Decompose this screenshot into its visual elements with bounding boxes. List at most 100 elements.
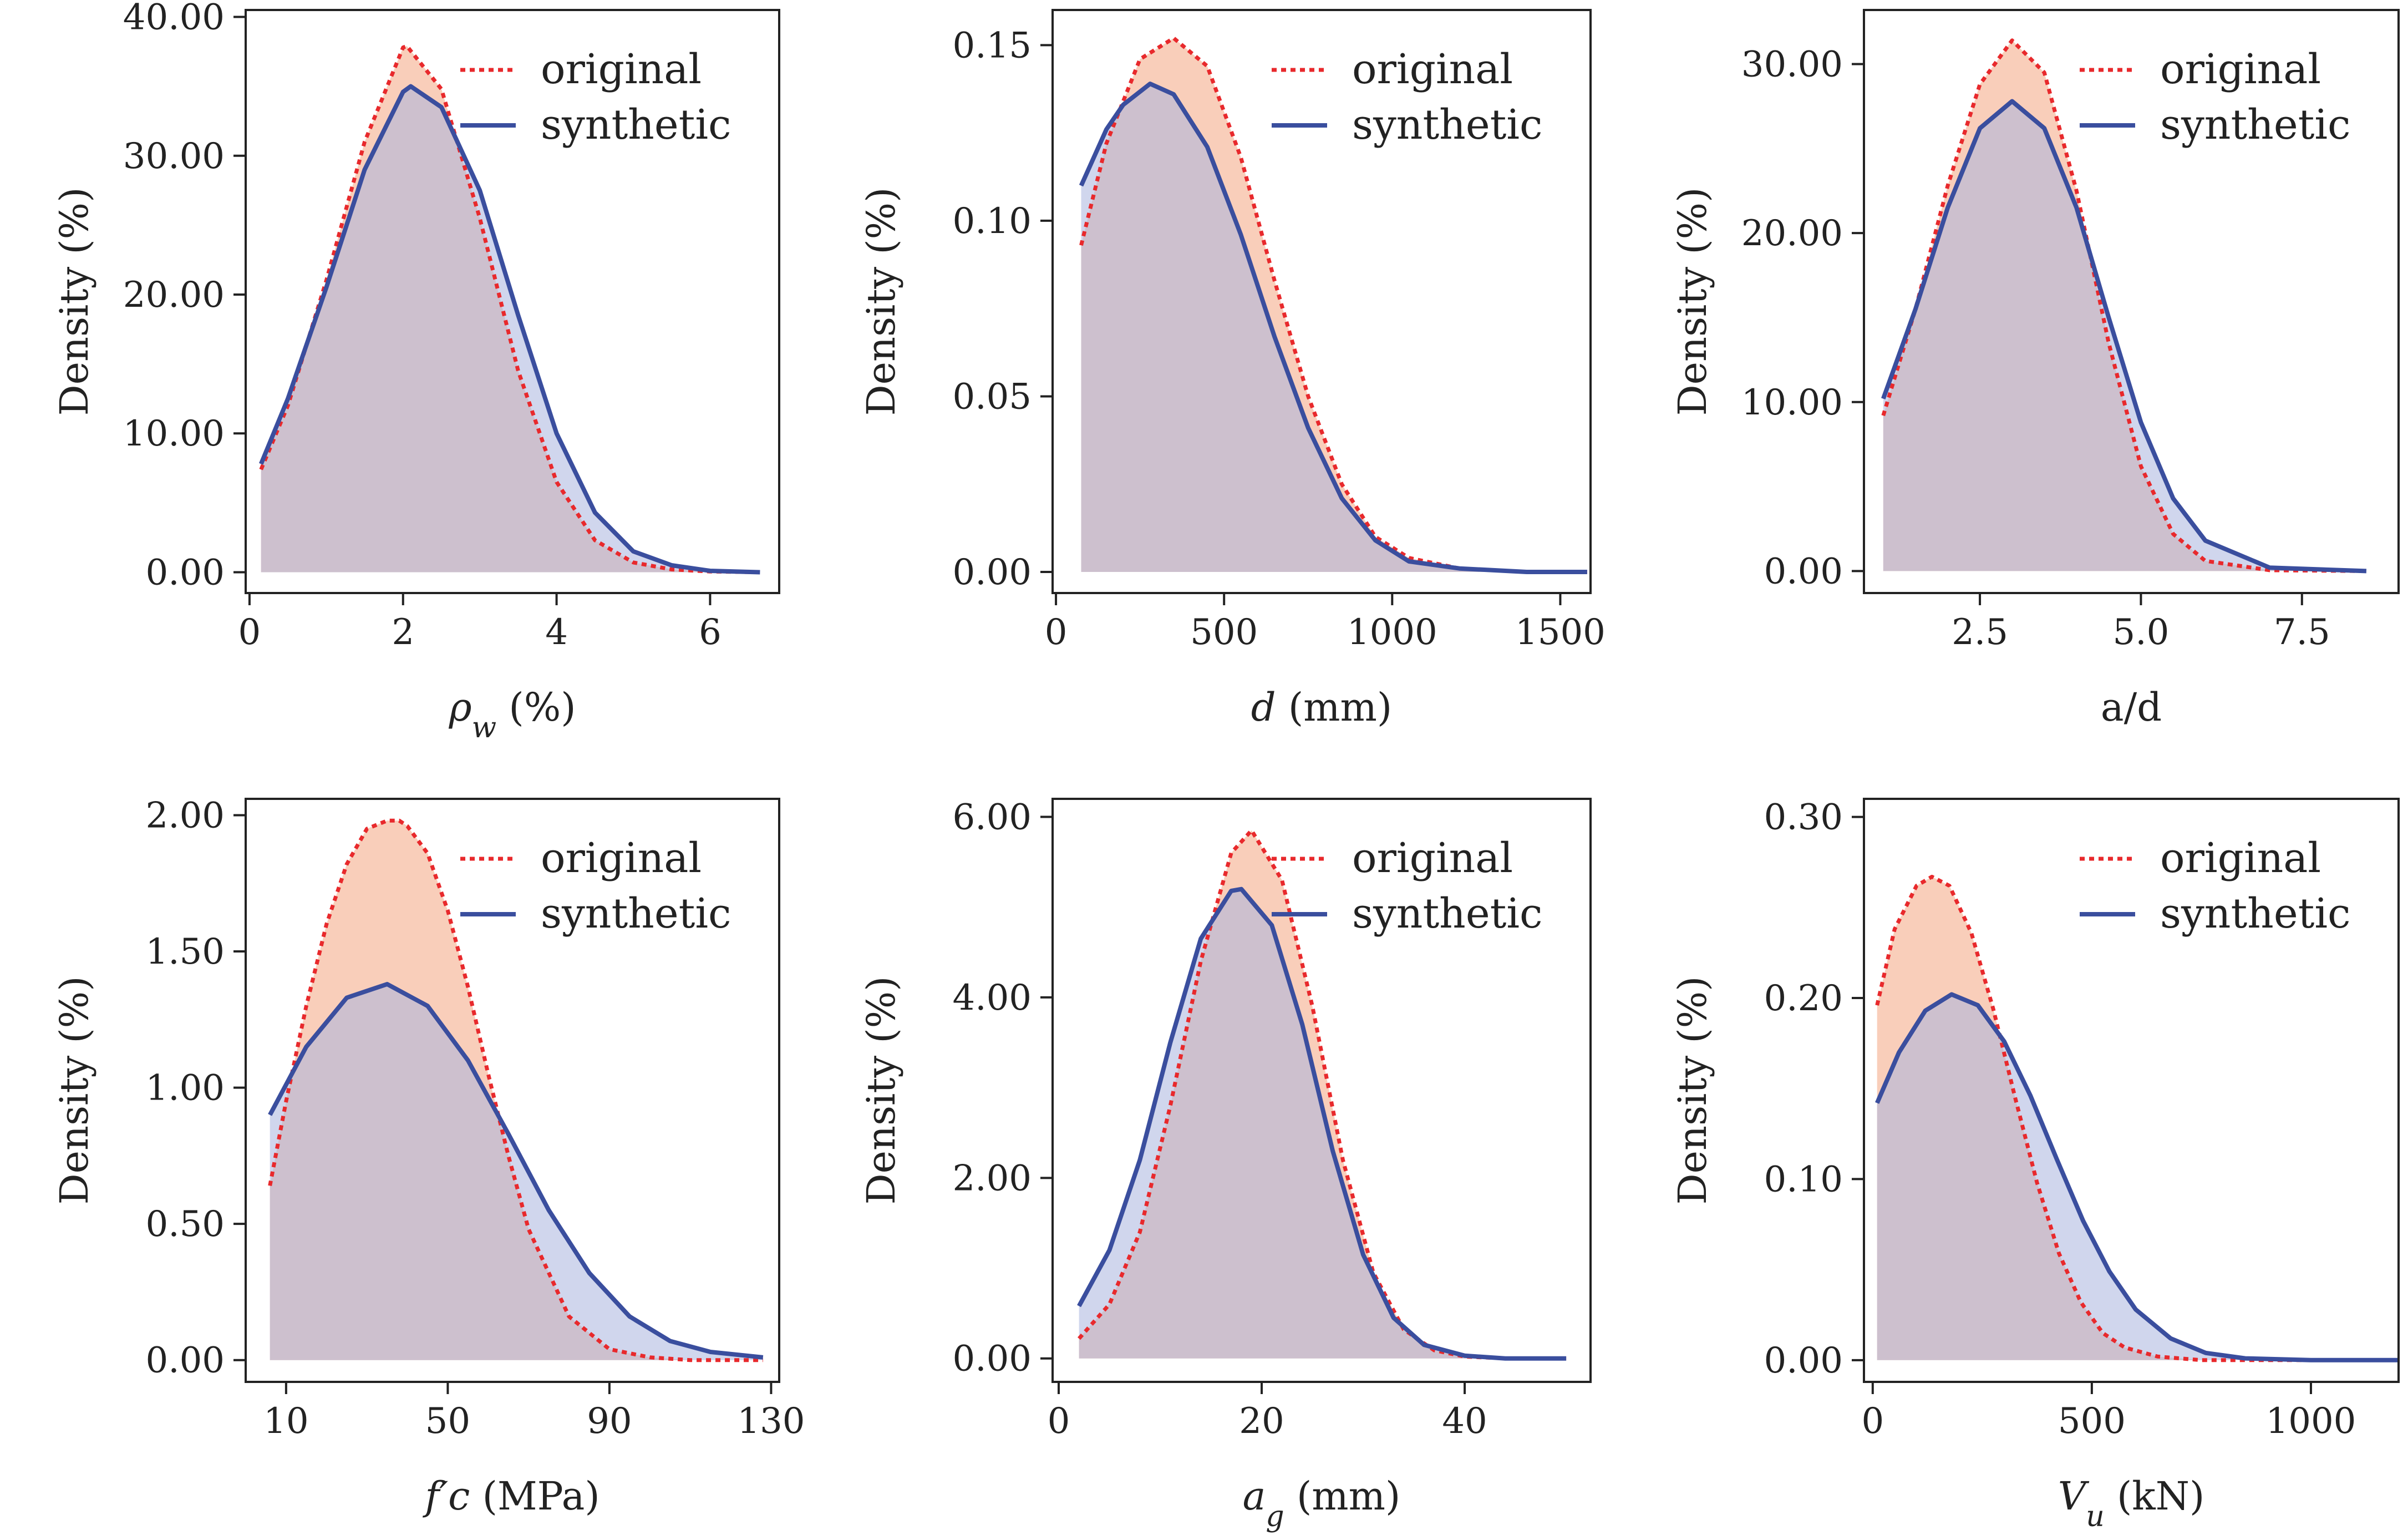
y-tick-label: 1.50 bbox=[146, 931, 225, 972]
y-tick-label: 0.20 bbox=[1764, 978, 1843, 1019]
synthetic-line-2 bbox=[1079, 82, 1587, 574]
x-tick-label: 130 bbox=[737, 1401, 805, 1442]
y-axis-label: Density (%) bbox=[858, 187, 904, 416]
legend-label-original: original bbox=[541, 834, 702, 882]
x-tick-label: 0 bbox=[238, 612, 261, 653]
x-tick-label: 20 bbox=[1239, 1401, 1284, 1442]
synthetic-area-4 bbox=[270, 984, 763, 1360]
synthetic-line-4 bbox=[268, 982, 764, 1360]
x-axis-label: ag (mm) bbox=[1243, 1473, 1401, 1533]
x-axis-label: f′c (MPa) bbox=[422, 1473, 600, 1519]
y-tick-label: 6.00 bbox=[953, 797, 1032, 838]
synthetic-line-6 bbox=[1875, 992, 2399, 1362]
synthetic-area-3 bbox=[1883, 101, 2366, 571]
x-axis-label: Vu (kN) bbox=[2058, 1473, 2205, 1533]
chart-panel-3: 2.5 5.0 7.5 0.00 10.00 20.00 30.00 a/d Density (… bbox=[1670, 9, 2400, 730]
x-tick-label: 0 bbox=[1045, 612, 1068, 653]
y-tick-label: 20.00 bbox=[1741, 213, 1843, 254]
x-axis-label: ρw (%) bbox=[448, 685, 576, 744]
legend-label-synthetic: synthetic bbox=[1352, 890, 1542, 938]
y-tick-label: 0.15 bbox=[953, 25, 1032, 66]
y-tick-label: 2.00 bbox=[953, 1158, 1032, 1199]
x-tick-label: 90 bbox=[587, 1401, 632, 1442]
legend-label-synthetic: synthetic bbox=[2160, 890, 2350, 938]
legend-label-original: original bbox=[1352, 834, 1513, 882]
y-tick-label: 30.00 bbox=[123, 136, 225, 177]
original-line-4 bbox=[268, 818, 763, 1362]
axes-frame-2 bbox=[1051, 9, 1592, 594]
y-tick-label: 0.30 bbox=[1764, 797, 1843, 838]
original-line-6 bbox=[1875, 874, 2399, 1362]
axes-frame-4 bbox=[245, 798, 780, 1383]
legend-label-synthetic: synthetic bbox=[541, 101, 731, 149]
x-tick-label: 5.0 bbox=[2113, 612, 2170, 653]
synthetic-line-5 bbox=[1077, 886, 1567, 1361]
synthetic-area-2 bbox=[1081, 84, 1587, 572]
y-axis-label: Density (%) bbox=[52, 187, 97, 416]
y-tick-label: 2.00 bbox=[146, 795, 225, 836]
y-tick-label: 0.00 bbox=[146, 552, 225, 593]
y-tick-label: 0.00 bbox=[146, 1340, 225, 1381]
y-tick-label: 10.00 bbox=[123, 413, 225, 454]
x-tick-label: 2.5 bbox=[1952, 612, 2008, 653]
y-axis-label: Density (%) bbox=[52, 976, 97, 1204]
synthetic-area-6 bbox=[1877, 994, 2399, 1360]
chart-panel-6: 0 500 1000 0.00 0.10 0.20 0.30 Vu (kN) Density (… bbox=[1670, 797, 2400, 1533]
x-tick-label: 500 bbox=[2058, 1401, 2126, 1442]
x-tick-label: 40 bbox=[1442, 1401, 1487, 1442]
y-tick-label: 0.00 bbox=[953, 552, 1032, 593]
x-tick-label: 50 bbox=[425, 1401, 470, 1442]
y-tick-label: 4.00 bbox=[953, 977, 1032, 1019]
y-tick-label: 0.00 bbox=[1764, 1340, 1843, 1381]
x-tick-label: 2 bbox=[392, 612, 414, 653]
synthetic-line-3 bbox=[1881, 99, 2367, 574]
y-tick-label: 10.00 bbox=[1741, 382, 1843, 423]
y-tick-label: 0.10 bbox=[953, 201, 1032, 242]
y-tick-label: 1.00 bbox=[146, 1068, 225, 1109]
chart-panel-1: 0 2 4 6 0.00 10.00 20.00 30.00 40.00 ρw (%) Densit… bbox=[52, 0, 780, 744]
y-axis-label: Density (%) bbox=[1670, 976, 1715, 1204]
y-tick-label: 0.00 bbox=[1764, 551, 1843, 592]
x-tick-label: 6 bbox=[699, 612, 722, 653]
synthetic-area-1 bbox=[261, 86, 760, 573]
y-tick-label: 0.05 bbox=[953, 376, 1032, 417]
x-tick-label: 4 bbox=[545, 612, 568, 653]
x-tick-label: 0 bbox=[1861, 1401, 1884, 1442]
y-axis-label: Density (%) bbox=[858, 976, 904, 1204]
x-tick-label: 10 bbox=[263, 1401, 308, 1442]
y-tick-label: 40.00 bbox=[123, 0, 225, 38]
y-tick-label: 0.10 bbox=[1764, 1159, 1843, 1200]
axes-frame-1 bbox=[245, 9, 780, 594]
x-tick-label: 500 bbox=[1190, 612, 1258, 653]
x-tick-label: 1000 bbox=[1347, 612, 1437, 653]
y-tick-label: 0.00 bbox=[953, 1339, 1032, 1380]
chart-panel-4: 10 50 90 130 0.00 0.50 1.00 1.50 2.00 f′c (MPa) De… bbox=[52, 795, 805, 1519]
original-line-2 bbox=[1079, 36, 1587, 574]
x-tick-label: 1500 bbox=[1515, 612, 1606, 653]
x-tick-label: 1000 bbox=[2266, 1401, 2356, 1442]
legend-label-synthetic: synthetic bbox=[1352, 101, 1542, 149]
legend-label-original: original bbox=[1352, 45, 1513, 93]
synthetic-line-1 bbox=[259, 84, 760, 575]
original-line-3 bbox=[1881, 38, 2366, 573]
axes-frame-3 bbox=[1863, 9, 2400, 594]
axes-frame-6 bbox=[1863, 798, 2400, 1383]
axes-frame-5 bbox=[1051, 798, 1592, 1383]
y-tick-label: 30.00 bbox=[1741, 44, 1843, 85]
x-axis-label: a/d bbox=[2101, 685, 2162, 730]
y-axis-label: Density (%) bbox=[1670, 187, 1715, 416]
x-axis-label: d (mm) bbox=[1251, 685, 1392, 730]
legend-label-synthetic: synthetic bbox=[541, 890, 731, 938]
legend-label-synthetic: synthetic bbox=[2160, 101, 2350, 149]
legend-label-original: original bbox=[2160, 45, 2321, 93]
x-tick-label: 7.5 bbox=[2274, 612, 2330, 653]
synthetic-area-5 bbox=[1079, 889, 1567, 1359]
x-tick-label: 0 bbox=[1048, 1401, 1070, 1442]
chart-panel-2: 0 500 1000 1500 0.00 0.05 0.10 0.15 d (mm) Densit… bbox=[858, 9, 1606, 730]
legend-label-original: original bbox=[541, 45, 702, 93]
chart-panel-5: 0 20 40 0.00 2.00 4.00 6.00 ag (mm) Density (%) o… bbox=[858, 797, 1592, 1533]
legend-label-original: original bbox=[2160, 834, 2321, 882]
original-line-1 bbox=[259, 44, 760, 574]
y-tick-label: 20.00 bbox=[123, 275, 225, 316]
